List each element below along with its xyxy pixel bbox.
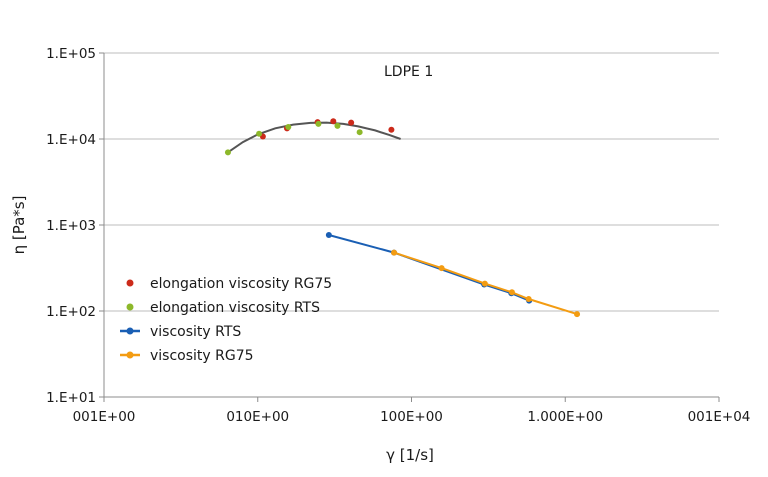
data-point	[315, 120, 322, 127]
y-axis-label: η [Pa*s]	[10, 196, 28, 255]
x-tick-label: 100E+00	[380, 409, 443, 425]
legend-item: elongation viscosity RTS	[126, 300, 320, 316]
y-tick-label: 1.E+01	[46, 390, 96, 406]
legend-marker	[126, 279, 134, 287]
legend-item: elongation viscosity RG75	[126, 276, 332, 292]
data-point	[356, 129, 363, 136]
legend-label: elongation viscosity RG75	[150, 276, 332, 292]
gridlines	[104, 52, 719, 312]
data-point	[481, 280, 488, 287]
data-point	[285, 123, 292, 130]
data-point	[325, 232, 332, 239]
y-tick-label: 1.E+03	[46, 218, 96, 234]
data-point	[508, 289, 515, 296]
axes	[99, 52, 720, 402]
data-point	[438, 265, 445, 272]
x-tick-label: 010E+00	[226, 409, 289, 425]
data-point	[334, 122, 341, 129]
data-point	[224, 149, 231, 156]
y-tick-label: 1.E+02	[46, 304, 96, 320]
legend-marker	[126, 303, 134, 311]
legend-item: viscosity RTS	[120, 324, 241, 340]
series-line	[393, 251, 578, 316]
chart-annotation: LDPE 1	[384, 64, 433, 80]
data-point	[391, 249, 398, 256]
series-viscosity-rts	[325, 232, 533, 304]
y-tick-label: 1.E+04	[46, 132, 96, 148]
series-layer	[224, 118, 581, 318]
legend-label: elongation viscosity RTS	[150, 300, 320, 316]
data-point	[348, 119, 355, 126]
x-tick-labels: 001E+00 010E+00 100E+00 1.000E+00 001E+04	[73, 409, 751, 425]
trendline-layer	[227, 121, 401, 154]
y-tick-label: 1.E+05	[46, 46, 96, 62]
x-tick-label: 001E+00	[73, 409, 136, 425]
series-viscosity-rg75	[391, 249, 581, 318]
legend-item: viscosity RG75	[120, 348, 254, 364]
legend: elongation viscosity RG75 elongation visc…	[120, 276, 332, 364]
trendline	[227, 121, 401, 154]
legend-label: viscosity RTS	[150, 324, 241, 340]
legend-marker	[126, 351, 134, 359]
x-axis-label: γ [1/s]	[386, 446, 434, 464]
data-point	[388, 126, 395, 133]
series-elongation-viscosity-rts	[224, 120, 363, 156]
x-tick-label: 001E+04	[688, 409, 751, 425]
data-point	[574, 311, 581, 318]
legend-label: viscosity RG75	[150, 348, 254, 364]
series-line	[328, 234, 530, 302]
y-tick-labels: 1.E+01 1.E+02 1.E+03 1.E+04 1.E+05	[46, 46, 96, 406]
x-tick-label: 1.000E+00	[527, 409, 603, 425]
data-point	[256, 130, 263, 137]
data-point	[525, 295, 532, 302]
legend-marker	[126, 327, 134, 335]
series-elongation-viscosity-rg75	[259, 118, 395, 140]
data-point	[330, 118, 337, 125]
